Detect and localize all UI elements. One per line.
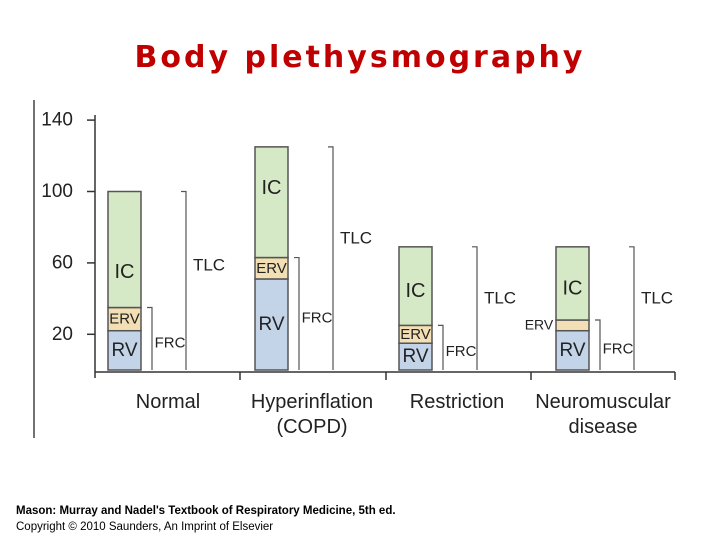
frc-label-4: FRC	[603, 341, 634, 358]
category-label-3-line-1: Restriction	[410, 391, 504, 413]
citation: Mason: Murray and Nadel's Textbook of Re…	[16, 503, 396, 535]
bar-ic-3	[398, 246, 433, 327]
bar-erv-4	[555, 319, 590, 332]
tlc-label-4: TLC	[641, 289, 673, 308]
category-label-4-line-1: Neuromuscular	[535, 391, 671, 413]
axis-layer: 20 60 100 140	[33, 100, 676, 438]
tlc-bracket-2	[328, 146, 334, 370]
y-tick-label-140: 140	[41, 110, 73, 131]
category-label-4-line-2: disease	[569, 416, 638, 438]
rv-label-3: RV	[402, 346, 428, 367]
frc-bracket-3	[438, 324, 444, 370]
frc-label-3: FRC	[446, 343, 477, 360]
y-tick-label-60: 60	[52, 252, 73, 273]
bar-ic-1	[107, 190, 142, 309]
ic-label-1: IC	[115, 261, 135, 283]
tlc-bracket-4	[629, 246, 635, 370]
slide-title: Body plethysmography	[134, 40, 586, 75]
tlc-label-1: TLC	[193, 255, 225, 274]
category-label-2-line-1: Hyperinflation	[251, 391, 373, 413]
frc-bracket-4	[595, 319, 601, 370]
y-tick-label-100: 100	[41, 181, 73, 202]
ic-label-4: IC	[563, 277, 583, 299]
category-label-1-line-1: Normal	[136, 391, 200, 413]
tlc-label-3: TLC	[484, 289, 516, 308]
bar-ic-4	[555, 246, 590, 321]
erv-label-4: ERV	[525, 316, 554, 332]
tlc-bracket-3	[472, 246, 478, 370]
citation-copyright: Copyright © 2010 Saunders, An Imprint of…	[16, 521, 274, 533]
tlc-label-2: TLC	[340, 229, 372, 248]
frc-label-1: FRC	[155, 334, 186, 351]
tlc-bracket-1	[181, 190, 187, 370]
erv-label-2: ERV	[256, 260, 287, 277]
ic-label-3: IC	[406, 280, 426, 302]
rv-label-4: RV	[559, 340, 585, 361]
bars-layer: RV ERV IC RV ERV IC RV ERV IC RV ERV IC	[107, 146, 590, 371]
category-label-2-line-2: (COPD)	[276, 416, 347, 438]
frc-label-2: FRC	[302, 309, 333, 326]
labels-layer: FRC TLC Normal FRC TLC Hyperinflation (COPD) FR…	[136, 146, 673, 438]
erv-label-1: ERV	[109, 311, 140, 328]
frc-bracket-2	[294, 256, 300, 370]
y-tick-label-20: 20	[52, 324, 73, 345]
ic-label-2: IC	[262, 177, 282, 199]
rv-label-1: RV	[111, 340, 137, 361]
citation-source: Mason: Murray and Nadel's Textbook of Re…	[16, 505, 396, 517]
bar-rv-3	[398, 342, 433, 371]
erv-label-3: ERV	[400, 326, 431, 343]
rv-label-2: RV	[258, 314, 284, 335]
bar-ic-2	[254, 146, 289, 259]
bar-rv-2	[254, 278, 289, 371]
frc-bracket-1	[147, 306, 153, 370]
